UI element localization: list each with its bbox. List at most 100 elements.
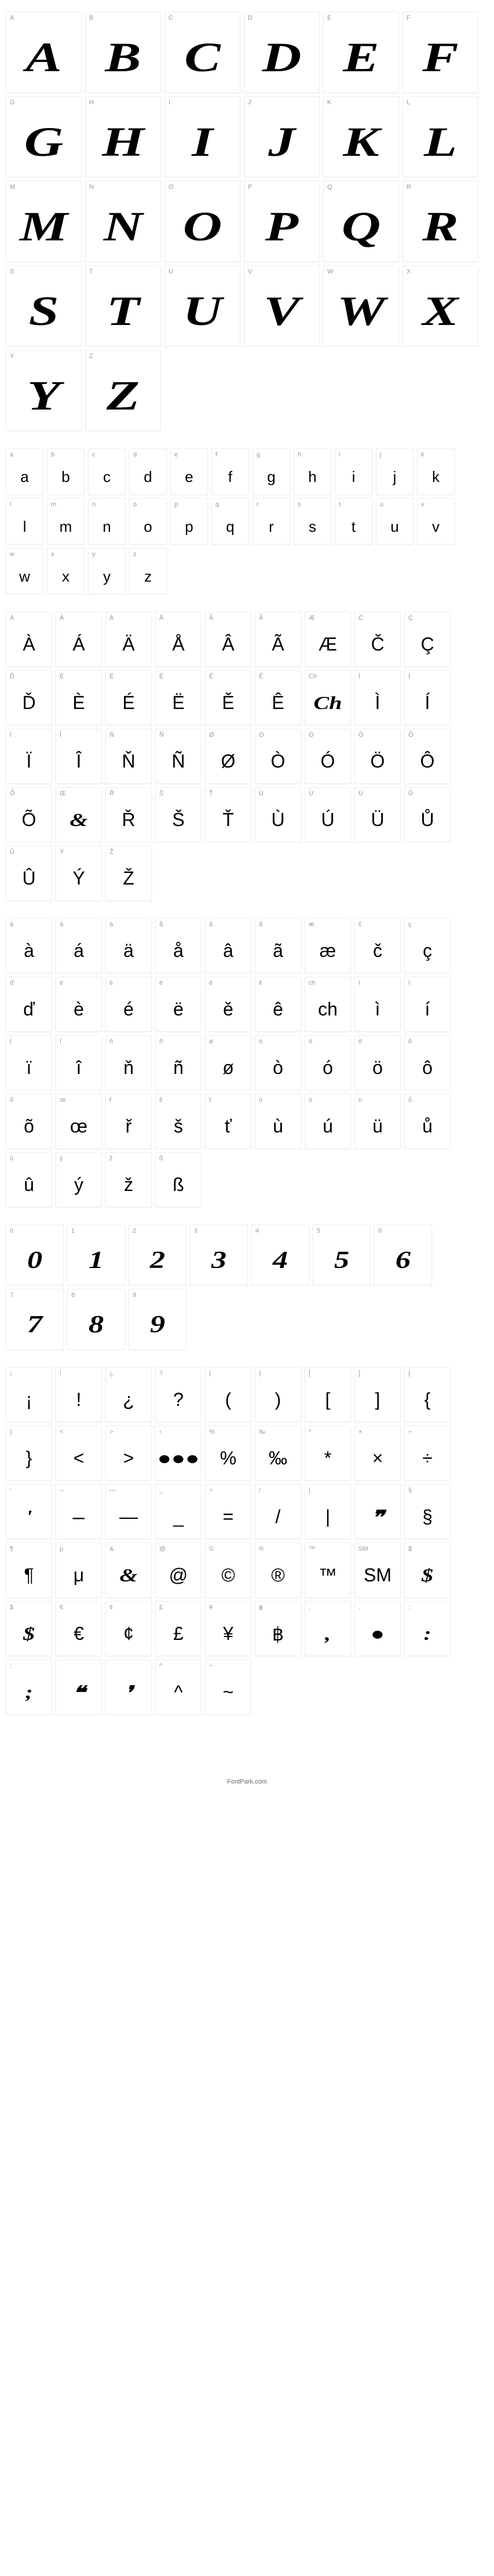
glyph-char: ) xyxy=(255,1378,301,1422)
glyph-label: Û xyxy=(6,846,52,857)
glyph-label: Ü xyxy=(355,788,400,798)
glyph-cell: řř xyxy=(105,1094,152,1149)
glyph-label: h xyxy=(294,449,331,459)
glyph-cell: ÓÓ xyxy=(305,729,351,784)
glyph-label: ® xyxy=(255,1543,301,1554)
glyph-cell: AA xyxy=(6,12,82,93)
glyph-label: Õ xyxy=(6,788,52,798)
glyph-label: × xyxy=(355,1426,400,1437)
glyph-cell: GG xyxy=(6,96,82,177)
glyph-label: ì xyxy=(355,977,400,988)
glyph-char: 8 xyxy=(61,1300,132,1349)
glyph-cell: TT xyxy=(85,265,161,346)
glyph-label: < xyxy=(56,1426,101,1437)
glyph-label: F xyxy=(403,12,478,23)
glyph-label: _ xyxy=(156,1485,201,1495)
glyph-label: ě xyxy=(206,977,251,988)
uppercase-grid: AABBCCDDEEFFGGHHIIJJKKLLMMNNOOPPQQRRSSTT… xyxy=(6,12,488,431)
glyph-char: t xyxy=(335,509,372,544)
glyph-char: q xyxy=(212,509,248,544)
glyph-cell: .● xyxy=(354,1601,401,1656)
glyph-cell: ¿¿ xyxy=(105,1367,152,1422)
glyph-label: õ xyxy=(6,1094,52,1105)
glyph-label: ď xyxy=(6,977,52,988)
glyph-cell: õõ xyxy=(6,1094,52,1149)
glyph-cell: ÊÊ xyxy=(255,670,301,725)
glyph-cell: MM xyxy=(6,181,82,262)
glyph-cell: >> xyxy=(105,1426,152,1481)
glyph-cell: pp xyxy=(170,498,208,545)
glyph-char: Á xyxy=(56,623,101,666)
glyph-cell: ^^ xyxy=(155,1660,202,1715)
glyph-char: ë xyxy=(156,988,201,1031)
glyph-label: O xyxy=(165,181,240,192)
glyph-cell: ŤŤ xyxy=(205,787,251,842)
glyph-label: î xyxy=(56,1036,101,1046)
glyph-label: l xyxy=(6,499,43,509)
glyph-label: ^ xyxy=(156,1660,201,1671)
glyph-cell: chch xyxy=(305,977,351,1032)
glyph-label: Ä xyxy=(106,612,151,623)
glyph-cell: ěě xyxy=(205,977,251,1032)
glyph-cell: ,, xyxy=(305,1601,351,1656)
glyph-cell: ee xyxy=(170,448,208,495)
glyph-label: ý xyxy=(56,1153,101,1163)
glyph-label: É xyxy=(106,671,151,681)
glyph-cell: == xyxy=(205,1484,251,1539)
glyph-char: É xyxy=(106,681,151,725)
glyph-cell: gg xyxy=(253,448,290,495)
glyph-label: Â xyxy=(206,612,251,623)
glyph-cell: ww xyxy=(6,548,43,594)
glyph-char: F xyxy=(392,23,489,92)
glyph-char: À xyxy=(6,623,52,666)
numbers-grid: 00112233445566778899 xyxy=(6,1225,488,1350)
glyph-cell: ÇÇ xyxy=(404,612,451,667)
glyph-char: ď xyxy=(6,988,52,1031)
glyph-label: Y xyxy=(6,350,81,361)
glyph-cell: úú xyxy=(305,1094,351,1149)
glyph-char: È xyxy=(56,681,101,725)
glyph-cell: mm xyxy=(47,498,85,545)
glyph-label: æ xyxy=(305,919,350,929)
glyph-cell: μμ xyxy=(56,1543,102,1598)
glyph-label: ç xyxy=(405,919,450,929)
glyph-char: ù xyxy=(255,1105,301,1148)
glyph-cell: BB xyxy=(85,12,161,93)
glyph-char: d xyxy=(130,459,166,494)
glyph-char: Ô xyxy=(405,740,450,783)
glyph-cell: )) xyxy=(255,1367,301,1422)
glyph-cell: ïï xyxy=(6,1035,52,1090)
glyph-cell: ÕÕ xyxy=(6,787,52,842)
glyph-char: ‰ xyxy=(255,1437,301,1480)
glyph-char: Ã xyxy=(255,623,301,666)
glyph-cell: òò xyxy=(255,1035,301,1090)
glyph-label: À xyxy=(6,612,52,623)
glyph-cell: ¡¡ xyxy=(6,1367,52,1422)
glyph-label: 8 xyxy=(68,1289,125,1300)
glyph-cell: ❞ xyxy=(354,1484,401,1539)
glyph-cell: ÏÏ xyxy=(6,729,52,784)
glyph-label: Ô xyxy=(405,729,450,740)
glyph-cell: ❝ xyxy=(56,1660,102,1715)
glyph-label: K xyxy=(324,97,398,107)
glyph-label: ť xyxy=(206,1094,251,1105)
glyph-char: ç xyxy=(405,929,450,973)
glyph-char: c xyxy=(89,459,125,494)
glyph-char: Ø xyxy=(206,740,251,783)
glyph-label: ö xyxy=(355,1036,400,1046)
glyph-label: M xyxy=(6,181,81,192)
glyph-label: | xyxy=(305,1485,350,1495)
glyph-cell: ‹●●● xyxy=(155,1426,202,1481)
glyph-label: * xyxy=(305,1426,350,1437)
glyph-cell: ÉÉ xyxy=(105,670,152,725)
glyph-char: é xyxy=(106,988,151,1031)
glyph-char: k xyxy=(418,459,454,494)
glyph-label: – xyxy=(56,1485,101,1495)
glyph-label: ] xyxy=(355,1368,400,1378)
glyph-label: 6 xyxy=(375,1225,431,1236)
glyph-label: œ xyxy=(56,1094,101,1105)
glyph-cell: ňň xyxy=(105,1035,152,1090)
glyph-label: Ú xyxy=(305,788,350,798)
glyph-cell: ÛÛ xyxy=(6,846,52,901)
glyph-label: v xyxy=(418,499,454,509)
